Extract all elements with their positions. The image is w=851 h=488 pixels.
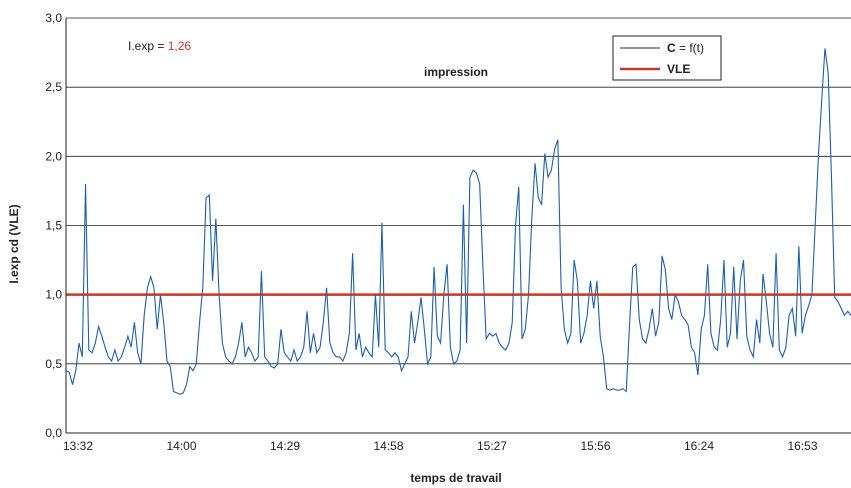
annotation-iexp-value: 1,26 bbox=[168, 39, 192, 53]
legend-label-c-bold: C bbox=[667, 41, 676, 55]
annotation-iexp: I.exp = 1,26 bbox=[128, 39, 191, 53]
y-axis-title: I.exp cd (VLE) bbox=[7, 204, 21, 283]
chart-title: impression bbox=[424, 65, 488, 79]
x-tick-label: 14:00 bbox=[166, 439, 196, 453]
x-tick-label: 13:32 bbox=[63, 439, 93, 453]
y-tick-label: 1,0 bbox=[45, 288, 62, 302]
x-axis-ticks: 13:32 14:00 14:29 14:58 15:27 15:56 16:24 16:53 bbox=[63, 439, 818, 453]
x-axis-title: temps de travail bbox=[410, 471, 501, 485]
legend-label-c: C = f(t) bbox=[667, 41, 704, 55]
legend-label-c-rest: = f(t) bbox=[676, 41, 704, 55]
x-tick-label: 15:27 bbox=[477, 439, 507, 453]
x-tick-label: 16:24 bbox=[684, 439, 714, 453]
y-tick-label: 3,0 bbox=[45, 11, 62, 25]
y-axis-ticks: 0,0 0,5 1,0 1,5 2,0 2,5 3,0 bbox=[45, 11, 62, 440]
annotation-iexp-label: I.exp = bbox=[128, 39, 168, 53]
x-tick-label: 14:29 bbox=[270, 439, 300, 453]
y-tick-label: 0,5 bbox=[45, 357, 62, 371]
legend-label-vle: VLE bbox=[667, 62, 690, 76]
x-tick-label: 16:53 bbox=[787, 439, 817, 453]
legend: C = f(t) VLE bbox=[612, 35, 722, 81]
legend-box bbox=[612, 35, 722, 81]
y-tick-label: 2,5 bbox=[45, 80, 62, 94]
x-tick-label: 14:58 bbox=[373, 439, 403, 453]
y-tick-label: 1,5 bbox=[45, 219, 62, 233]
x-tick-label: 15:56 bbox=[580, 439, 610, 453]
series-line-c bbox=[65, 48, 851, 395]
y-tick-label: 2,0 bbox=[45, 149, 62, 163]
y-tick-label: 0,0 bbox=[45, 426, 62, 440]
